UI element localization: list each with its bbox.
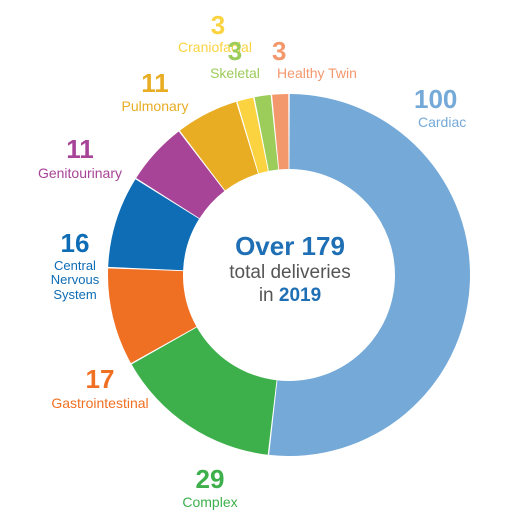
slice-genitourinary [136,131,225,219]
craniofacial-value: 3 [210,10,226,40]
label-genitourinary: 11 Genitourinary [30,136,130,180]
complex-name: Complex [182,494,238,510]
center-in-word: in [258,285,274,307]
label-craniofacial: 3 Craniofacial [130,12,300,54]
center-year: 2019 [278,285,322,307]
slice-skeletal [254,94,279,171]
skeletal-name: Skeletal [210,65,260,81]
label-skeletal: 3 Skeletal [200,38,270,80]
slice-cardiac [269,94,470,456]
genitourinary-value: 11 [66,134,94,164]
center-title: Over 179 [235,231,345,261]
craniofacial-name: Craniofacial [178,39,252,55]
cns-name: Central Nervous System [50,258,100,302]
pulmonary-name: Pulmonary [121,98,189,114]
complex-value: 29 [195,464,225,494]
center-year-line: in 2019 [170,284,410,308]
cardiac-name: Cardiac [418,114,467,130]
slice-pulmonary [179,101,258,191]
center-summary: Over 179 total deliveries in 2019 [170,232,410,308]
genitourinary-name: Genitourinary [37,165,123,181]
slice-craniofacial [237,97,269,174]
slice-healthy-twin [272,94,289,170]
label-pulmonary: 11 Pulmonary [100,70,210,113]
cns-value: 16 [60,228,90,258]
healthy-twin-name: Healthy Twin [277,65,357,81]
label-cardiac: 100 Cardiac [414,86,466,129]
label-complex: 29 Complex [170,466,250,509]
skeletal-value: 3 [227,36,243,66]
slice-gastrointestinal [108,268,197,364]
gastrointestinal-name: Gastrointestinal [51,395,149,411]
healthy-twin-value: 3 [272,36,287,66]
cardiac-value: 100 [414,84,458,114]
center-line: total deliveries [229,261,351,283]
slice-central-nervous-system [108,179,200,271]
gastrointestinal-value: 17 [85,364,115,394]
slice-complex [131,327,277,455]
label-gastrointestinal: 17 Gastrointestinal [40,366,160,410]
pulmonary-value: 11 [141,68,169,98]
label-healthy-twin: 3 Healthy Twin [262,38,372,80]
label-central-nervous-system: 16 Central Nervous System [35,230,115,302]
